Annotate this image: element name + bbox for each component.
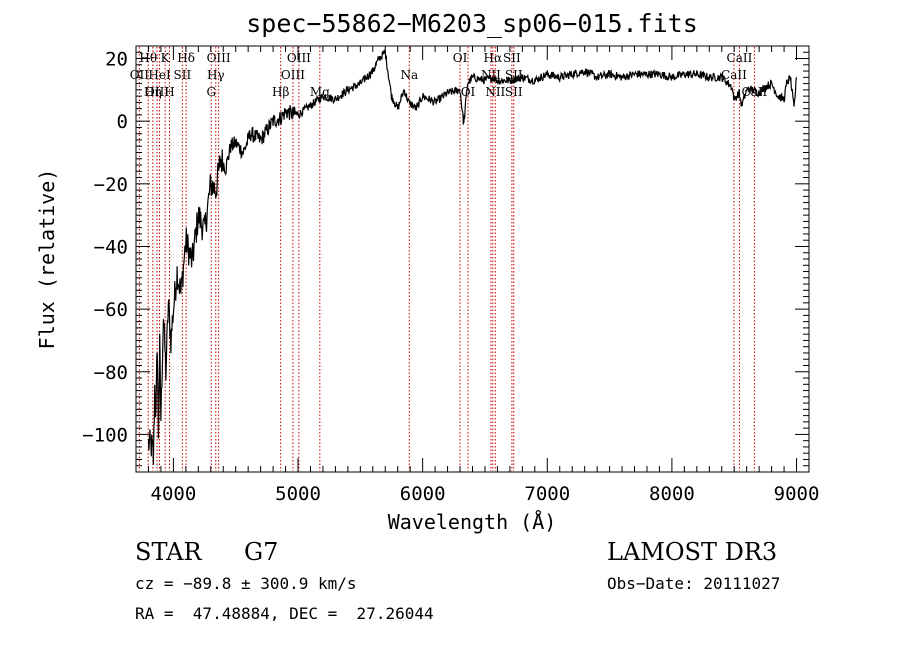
emission-line-label: OI	[461, 85, 476, 99]
emission-line-label: CaII	[721, 68, 747, 82]
emission-line-label: CaII	[727, 51, 753, 65]
emission-line-label: Hβ	[272, 85, 289, 99]
emission-line-label: OIII	[281, 68, 305, 82]
emission-line-label: G	[206, 85, 216, 99]
y-tick-label: −80	[94, 362, 128, 384]
x-axis-label: Wavelength (Å)	[388, 510, 557, 534]
y-tick-label: 0	[117, 111, 128, 133]
object-class: STAR	[135, 538, 202, 566]
emission-line-label: HeI	[148, 68, 171, 82]
emission-line-label: SII	[503, 51, 521, 65]
emission-line-label: Hδ	[177, 51, 195, 65]
emission-line-label: OI	[453, 51, 468, 65]
emission-line-label: Na	[400, 68, 418, 82]
spectrum-series-line	[147, 49, 798, 465]
x-tick-label: 5000	[275, 483, 321, 505]
emission-line-label: Hα	[484, 51, 503, 65]
emission-line-label: Hη	[144, 85, 162, 99]
plot-frame	[135, 45, 810, 473]
x-tick-label: 6000	[400, 483, 446, 505]
x-tick-label: 7000	[524, 483, 570, 505]
survey-name: LAMOST DR3	[607, 538, 778, 566]
obs-date: Obs−Date: 20111027	[607, 574, 781, 593]
object-subclass: G7	[244, 538, 279, 566]
emission-line-label: K	[161, 51, 171, 65]
y-tick-label: −20	[94, 174, 128, 196]
emission-line-label: SII	[505, 85, 523, 99]
redshift-readout: cz = −89.8 ± 300.9 km/s	[135, 574, 357, 593]
emission-line-label: OIII	[207, 51, 231, 65]
y-axis-label: Flux (relative)	[35, 169, 59, 350]
emission-line-label: SII	[174, 68, 192, 82]
emission-line-label: OIII	[287, 51, 311, 65]
x-tick-label: 9000	[774, 483, 820, 505]
emission-line-label: H	[164, 85, 174, 99]
emission-line-label: Hθ	[139, 51, 157, 65]
emission-line-label: OII	[130, 68, 150, 82]
x-tick-label: 4000	[151, 483, 197, 505]
x-tick-label: 8000	[649, 483, 695, 505]
coordinates: RA = 47.48884, DEC = 27.26044	[135, 604, 434, 623]
y-tick-label: −40	[94, 236, 128, 258]
emission-line-label: OIII	[145, 85, 169, 99]
chart-title: spec−55862−M6203_sp06−015.fits	[246, 9, 698, 38]
y-tick-label: 20	[105, 49, 128, 71]
y-tick-label: −60	[94, 299, 128, 321]
y-tick-label: −100	[82, 424, 128, 446]
emission-line-label: Hγ	[207, 68, 225, 82]
emission-line-label: NII	[485, 85, 505, 99]
